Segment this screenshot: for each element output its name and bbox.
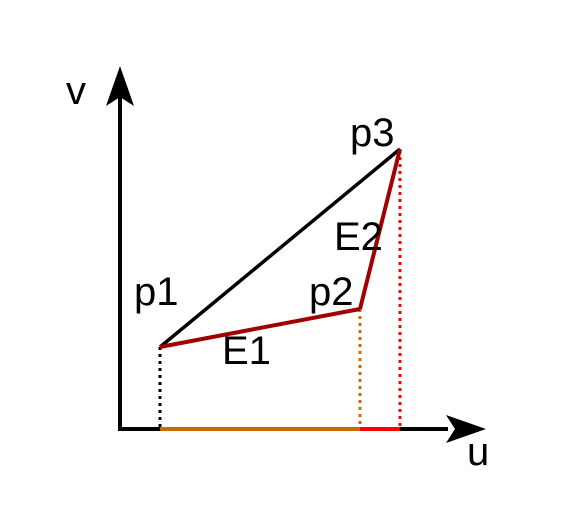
v-axis-arrowhead [106, 66, 134, 106]
e1-label: E1 [222, 329, 271, 373]
u-axis-arrowhead [446, 415, 486, 443]
p2-label: p2 [309, 270, 354, 314]
chord-p1-p3 [158, 147, 402, 349]
v-axis-label: v [66, 69, 86, 113]
edge-e2 [358, 148, 402, 310]
e2-label: E2 [334, 215, 383, 259]
u-axis-label: u [467, 430, 489, 474]
p3-label: p3 [350, 111, 395, 155]
p1-label: p1 [134, 270, 179, 314]
edge-e1 [159, 307, 361, 349]
